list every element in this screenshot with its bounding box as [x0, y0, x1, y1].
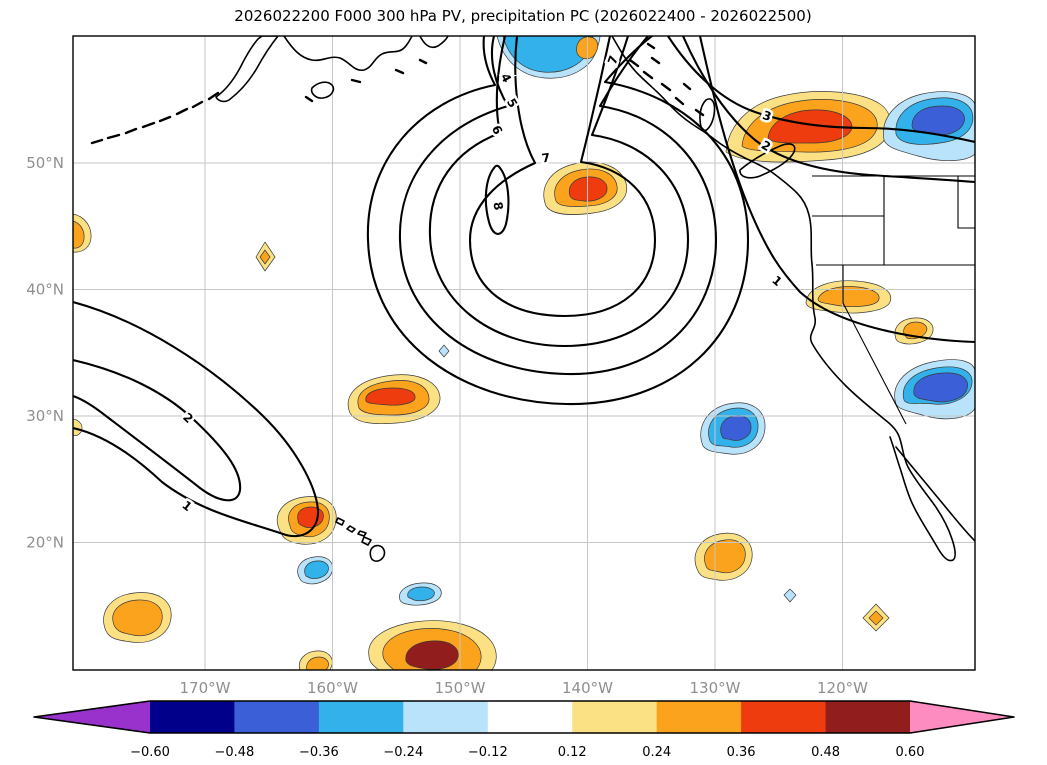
pv-contour-8 [484, 164, 510, 235]
kodiak-island-coastline [310, 81, 335, 99]
shade-pale-blue [783, 588, 797, 603]
colorbar-segment-red-orange [741, 701, 826, 733]
shade-dark-red [405, 640, 459, 670]
shade-blue [720, 415, 752, 441]
pv-contour-2-southwest [73, 358, 242, 502]
shade-red-orange [365, 387, 416, 406]
chart-title: 2026022200 F000 300 hPa PV, precipitatio… [234, 7, 811, 25]
shade-orange [259, 249, 271, 265]
lat-tick-label: 20°N [26, 534, 64, 552]
contour-label: 4 [498, 71, 514, 85]
contour-label: 7 [541, 150, 551, 165]
colorbar-segment-white [487, 701, 573, 733]
pv-contour-7 [468, 36, 657, 318]
shade-cyan [304, 560, 329, 579]
contour-label: 1 [179, 498, 194, 514]
colorbar-tick: −0.24 [383, 745, 423, 760]
lat-tick-label: 40°N [26, 281, 64, 299]
colorbar: −0.60 −0.48 −0.36 −0.24 −0.12 0.12 0.24 … [33, 700, 1015, 760]
colorbar-segment-pale-blue [403, 701, 489, 733]
colorbar-tick: −0.36 [299, 745, 339, 760]
aleutian-islands-coastline [90, 58, 428, 145]
colorbar-tick: 0.12 [558, 745, 587, 760]
contour-label: 2 [180, 410, 196, 426]
colorbar-segment-yellow [572, 701, 658, 733]
contour-label: 1 [769, 273, 784, 289]
colorbar-tick-labels: −0.60 −0.48 −0.36 −0.24 −0.12 0.12 0.24 … [130, 745, 924, 760]
colorbar-tick: 0.48 [811, 745, 840, 760]
shade-orange [112, 599, 163, 637]
lon-tick-label: 170°W [180, 679, 231, 697]
precip-shading [73, 36, 975, 670]
graticule-gridlines [73, 36, 975, 670]
coastlines [90, 36, 975, 562]
pv-contour-1-southwest [73, 300, 320, 538]
colorbar-tick: −0.12 [468, 745, 508, 760]
lon-tick-label: 150°W [435, 679, 486, 697]
shade-orange [817, 286, 880, 307]
shade-orange [306, 656, 329, 670]
contour-label: 7 [605, 54, 621, 67]
alaska-mainland-coastline [283, 36, 449, 72]
pv-contour-1-coastal [698, 36, 975, 344]
lon-tick-label: 160°W [307, 679, 358, 697]
pv-contour-5 [398, 36, 718, 376]
alaska-peninsula-coastline [215, 36, 279, 103]
shade-pale-blue [438, 344, 450, 358]
colorbar-segment-dark-red [825, 701, 910, 733]
colorbar-tick: 0.36 [727, 745, 756, 760]
colorbar-left-arrow [34, 701, 150, 733]
vancouver-island-coastline [739, 143, 796, 179]
shade-orange [868, 610, 884, 626]
pv-contour-4 [366, 36, 750, 406]
shade-red-orange [297, 506, 324, 528]
pv-contour-6 [428, 36, 690, 348]
colorbar-segment-blue [234, 701, 320, 733]
colorbar-segment-navy [150, 701, 235, 733]
lat-tick-label: 30°N [26, 407, 64, 425]
colorbar-segment-orange [656, 701, 742, 733]
lon-tick-label: 120°W [817, 679, 868, 697]
colorbar-segment-cyan [318, 701, 404, 733]
map-area: 7 4 5 6 7 8 3 2 1 2 1 [73, 36, 975, 670]
shade-blue [913, 372, 968, 403]
haida-gwaii-coastline [699, 98, 716, 132]
map-frame [72, 35, 976, 671]
colorbar-tick: 0.24 [642, 745, 671, 760]
axis-labels: 50°N 40°N 30°N 20°N 170°W 160°W 150°W 14… [26, 154, 868, 697]
colorbar-tick: −0.48 [214, 745, 254, 760]
lon-tick-label: 130°W [690, 679, 741, 697]
contour-label: 8 [490, 201, 505, 212]
shade-cyan [407, 586, 435, 602]
pv-contours [73, 36, 975, 538]
shade-yellow [73, 418, 83, 436]
colorbar-tick: −0.60 [130, 745, 170, 760]
colorbar-tick: 0.60 [896, 745, 925, 760]
lat-tick-label: 50°N [26, 154, 64, 172]
hawaii-islands-coastline [335, 517, 386, 562]
colorbar-outline [33, 700, 1015, 734]
shade-red-orange [568, 176, 608, 202]
contour-labels: 7 4 5 6 7 8 3 2 1 2 1 [177, 51, 787, 516]
colorbar-right-arrow [910, 701, 1014, 733]
shade-orange [73, 220, 85, 249]
lon-tick-label: 140°W [562, 679, 613, 697]
